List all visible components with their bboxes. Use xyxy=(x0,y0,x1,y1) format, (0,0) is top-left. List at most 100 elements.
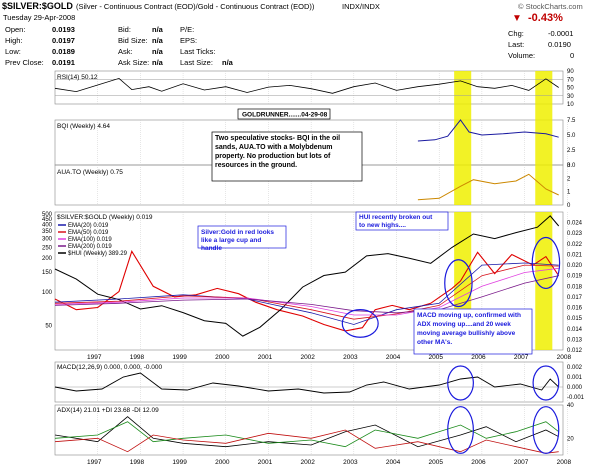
rsi-line xyxy=(54,77,559,94)
quote-value: n/a xyxy=(152,47,163,56)
year-label: 2000 xyxy=(215,354,230,361)
hui-tick-label: 400 xyxy=(42,223,53,229)
chg-label: Chg: xyxy=(508,29,524,38)
quote-label: Ask: xyxy=(118,47,133,56)
year-label: 2007 xyxy=(514,459,529,466)
annotation-box xyxy=(197,225,287,249)
aua-tick-label: 0 xyxy=(567,203,571,209)
aua-tick-label: 2 xyxy=(567,176,571,182)
ratio-tick-label: 0.018 xyxy=(567,284,583,290)
ratio-tick-label: 0.024 xyxy=(567,221,583,227)
ratio-tick-label: 0.021 xyxy=(567,252,583,258)
volume-value: 0 xyxy=(570,51,575,60)
callout-ellipse-2 xyxy=(531,236,561,290)
callout-ellipse-4 xyxy=(447,406,474,454)
year-label: 2007 xyxy=(514,354,529,361)
hui-annotation-line: HUI recently broken out xyxy=(359,214,433,221)
ratio-tick-label: 0.014 xyxy=(567,327,583,333)
silver-annotation-line: handle xyxy=(201,245,222,252)
legend-entry: $HUI (Weekly) 389.29 xyxy=(68,251,128,257)
rsi-tick-label: 50 xyxy=(567,86,574,92)
bqi-label: BQI (Weekly) 4.64 xyxy=(57,123,110,130)
goldrunner-annotation: GOLDRUNNER.......04-29-08 xyxy=(242,112,328,119)
ratio-tick-label: 0.022 xyxy=(567,242,583,248)
silver-annotation-line: like a large cup and xyxy=(201,237,261,244)
year-label: 1999 xyxy=(172,354,187,361)
rsi-tick-label: 10 xyxy=(567,102,574,108)
last-value: 0.0190 xyxy=(548,40,571,49)
macd-label: MACD(12,26,9) 0.000, 0.000, -0.000 xyxy=(57,364,163,371)
ratio-tick-label: 0.023 xyxy=(567,231,583,237)
year-label: 2003 xyxy=(343,354,358,361)
bqi-tick-label: 0.0 xyxy=(567,163,576,169)
watermark: © StockCharts.com xyxy=(518,2,583,11)
year-label: 1997 xyxy=(87,354,102,361)
annotation-box xyxy=(237,108,331,120)
hui-tick-label: 100 xyxy=(42,290,53,296)
chg-value: -0.0001 xyxy=(548,29,574,38)
rsi-tick-label: 30 xyxy=(567,94,574,100)
panel-frame-macd xyxy=(54,361,564,403)
rsi-label: RSI(14) 50.12 xyxy=(57,74,98,81)
macd-tick-label: 0.002 xyxy=(567,365,583,371)
adx-line--DI xyxy=(54,429,559,454)
year-label: 2004 xyxy=(386,459,401,466)
quote-label: Last Size: xyxy=(180,58,213,67)
adx-line-ADX(14) xyxy=(54,416,559,448)
annotation-box xyxy=(413,308,533,355)
macd-tick-label: 0.001 xyxy=(567,375,583,381)
hui-tick-label: 50 xyxy=(45,323,52,329)
adx-label: ADX(14) 21.01 +DI 23.68 -DI 12.09 xyxy=(57,407,159,414)
year-label: 1998 xyxy=(130,459,145,466)
ratio-tick-label: 0.012 xyxy=(567,348,583,354)
callout-ellipse-0 xyxy=(341,309,379,338)
year-label: 2001 xyxy=(258,459,273,466)
hui-tick-label: 450 xyxy=(42,217,53,223)
ema-line-EMA50 xyxy=(54,264,559,320)
year-label: 2001 xyxy=(258,354,273,361)
aua-tick-label: 3 xyxy=(567,163,571,169)
ratio-tick-label: 0.017 xyxy=(567,295,583,301)
callout-ellipse-3 xyxy=(447,365,474,401)
down-arrow-icon: ▼ xyxy=(512,13,522,24)
legend-entry: EMA(50) 0.019 xyxy=(68,230,109,236)
year-label: 2004 xyxy=(386,354,401,361)
panel-frame-adx xyxy=(54,404,564,456)
symbol-description: (Silver - Continuous Contract (EOD)/Gold… xyxy=(76,2,315,11)
ratio-tick-label: 0.020 xyxy=(567,263,583,269)
year-label: 1999 xyxy=(172,459,187,466)
quote-label: Bid: xyxy=(118,25,131,34)
quote-label: P/E: xyxy=(180,25,195,34)
year-label: 2002 xyxy=(300,354,315,361)
aua-line xyxy=(417,173,559,201)
callout-ellipse-6 xyxy=(532,406,560,454)
year-label: 2006 xyxy=(471,354,486,361)
year-label: 1997 xyxy=(87,459,102,466)
ema-line-EMA100 xyxy=(54,267,559,316)
macd-line xyxy=(54,372,560,394)
macd-annotation-line: MACD moving up, confirmed with xyxy=(417,312,521,319)
macd-tick-label: 0.000 xyxy=(567,385,583,391)
ratio-tick-label: 0.016 xyxy=(567,306,583,312)
main-label: $SILVER:$GOLD (Weekly) 0.019 xyxy=(57,214,153,221)
exchange: INDX/INDX xyxy=(342,2,380,11)
quote-value: 0.0197 xyxy=(52,36,75,45)
hui-tick-label: 150 xyxy=(42,270,53,276)
quote-value: 0.0193 xyxy=(52,25,75,34)
year-label: 2002 xyxy=(300,459,315,466)
rsi-tick-label: 70 xyxy=(567,77,574,83)
stocks-annotation-line: resources in the ground. xyxy=(215,162,297,169)
silver-gold-line xyxy=(54,249,560,332)
quote-value: n/a xyxy=(152,25,163,34)
adx-line-+DI xyxy=(54,421,559,448)
quote-value: n/a xyxy=(152,36,163,45)
symbol: $SILVER:$GOLD xyxy=(2,1,73,11)
quote-label: EPS: xyxy=(180,36,198,45)
highlight-band-main-1 xyxy=(535,212,553,350)
highlight-band-top-0 xyxy=(454,71,472,205)
aua-label: AUA.TO (Weekly) 0.75 xyxy=(57,169,123,176)
legend-entry: EMA(100) 0.019 xyxy=(68,237,112,243)
bqi-tick-label: 7.5 xyxy=(567,118,576,124)
rsi-tick-label: 90 xyxy=(567,69,574,75)
